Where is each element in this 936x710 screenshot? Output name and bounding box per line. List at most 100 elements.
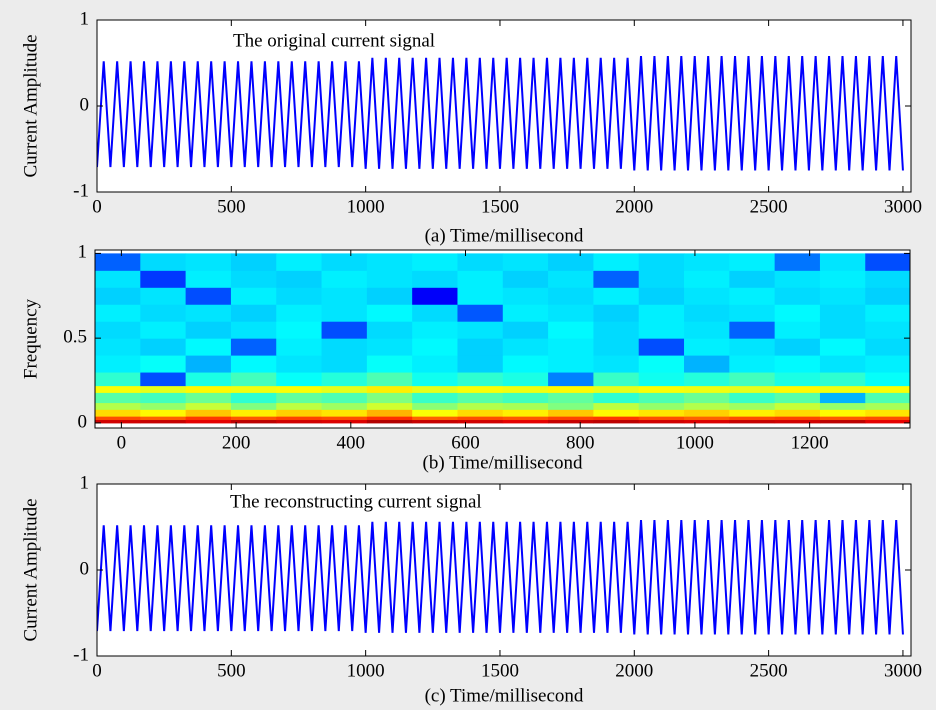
x-axis-label: (b) Time/millisecond — [423, 452, 583, 473]
heat-cell — [774, 416, 821, 421]
heat-cell — [638, 287, 685, 305]
heat-cell — [457, 304, 504, 322]
heat-cell — [412, 270, 458, 288]
heat-cell — [230, 355, 277, 373]
heat-cell — [729, 392, 776, 404]
heat-cell — [684, 338, 730, 356]
heat-cell — [185, 321, 232, 339]
heat-cell — [276, 287, 323, 305]
heat-cell — [548, 416, 594, 421]
heat-cell — [638, 338, 685, 356]
heat-cell — [412, 355, 458, 373]
heat-cell — [638, 253, 685, 271]
heat-cell — [684, 321, 730, 339]
heat-cell — [276, 409, 323, 417]
heat-cell — [502, 402, 549, 410]
heat-cell — [366, 372, 413, 387]
heat-cell — [684, 419, 730, 424]
heat-cell — [548, 338, 594, 356]
heat-cell — [276, 385, 323, 393]
heat-cell — [774, 385, 821, 393]
heat-cell — [140, 419, 187, 424]
plot — [97, 56, 904, 171]
heat-cell — [502, 392, 549, 404]
heat-cell — [321, 419, 368, 424]
heat-cell — [819, 270, 866, 288]
heat-cell — [819, 253, 866, 271]
heat-cell — [548, 287, 594, 305]
heat-cell — [729, 270, 776, 288]
heat-cell — [95, 338, 141, 356]
heat-cell — [185, 419, 232, 424]
heat-cell — [819, 355, 866, 373]
heat-cell — [729, 338, 776, 356]
x-tick-label: 500 — [217, 660, 246, 681]
heat-cell — [638, 385, 685, 393]
heat-cell — [457, 385, 504, 393]
heat-cell — [185, 392, 232, 404]
heat-cell — [819, 409, 866, 417]
heat-cell — [185, 270, 232, 288]
y-tick-label: -1 — [73, 644, 89, 665]
heat-cell — [95, 270, 141, 288]
heat-cell — [729, 304, 776, 322]
heat-cell — [140, 392, 187, 404]
heat-cell — [412, 409, 458, 417]
heat-cell — [457, 287, 504, 305]
x-tick-label: 1200 — [791, 432, 829, 453]
x-tick-label: 2500 — [750, 660, 788, 681]
y-tick-label: 1 — [78, 242, 88, 263]
heat-cell — [321, 392, 368, 404]
heat-cell — [321, 253, 368, 271]
heat-cell — [412, 419, 458, 424]
heat-cell — [457, 419, 504, 424]
heat-cell — [819, 321, 866, 339]
axes-box — [94, 249, 911, 429]
x-tick-label: 3000 — [884, 196, 922, 217]
heat-cell — [502, 253, 549, 271]
heat-cell — [638, 270, 685, 288]
heat-cell — [457, 402, 504, 410]
heat-cell — [729, 355, 776, 373]
heat-cell — [548, 304, 594, 322]
heat-cell — [457, 409, 504, 417]
heat-cell — [366, 355, 413, 373]
x-tick-label: 1500 — [481, 660, 519, 681]
heat-cell — [321, 402, 368, 410]
heat-cell — [95, 392, 141, 404]
heat-cell — [819, 372, 866, 387]
heat-cell — [774, 392, 821, 404]
heat-cell — [95, 416, 141, 421]
heat-cell — [502, 321, 549, 339]
heat-cell — [185, 385, 232, 393]
heat-cell — [865, 338, 910, 356]
heat-cell — [140, 416, 187, 421]
x-tick-label: 200 — [222, 432, 251, 453]
heat-cell — [865, 392, 910, 404]
heat-cell — [684, 270, 730, 288]
heat-cell — [366, 385, 413, 393]
y-axis-label: Frequency — [20, 298, 41, 379]
heat-cell — [865, 355, 910, 373]
heat-cell — [638, 416, 685, 421]
heat-cell — [819, 287, 866, 305]
heat-cell — [95, 372, 141, 387]
heat-cell — [865, 270, 910, 288]
heat-cell — [502, 409, 549, 417]
plot — [95, 253, 910, 424]
heat-cell — [684, 287, 730, 305]
x-tick-label: 2000 — [615, 660, 653, 681]
heat-cell — [593, 338, 640, 356]
heat-cell — [638, 355, 685, 373]
heat-cell — [140, 287, 187, 305]
heat-cell — [230, 392, 277, 404]
x-tick-label: 500 — [217, 196, 246, 217]
heat-cell — [457, 416, 504, 421]
heat-cell — [321, 355, 368, 373]
heat-cell — [729, 402, 776, 410]
heat-cell — [366, 287, 413, 305]
heat-cell — [140, 253, 187, 271]
heat-cell — [819, 338, 866, 356]
heat-cell — [366, 402, 413, 410]
y-tick-label: 0 — [78, 411, 88, 432]
